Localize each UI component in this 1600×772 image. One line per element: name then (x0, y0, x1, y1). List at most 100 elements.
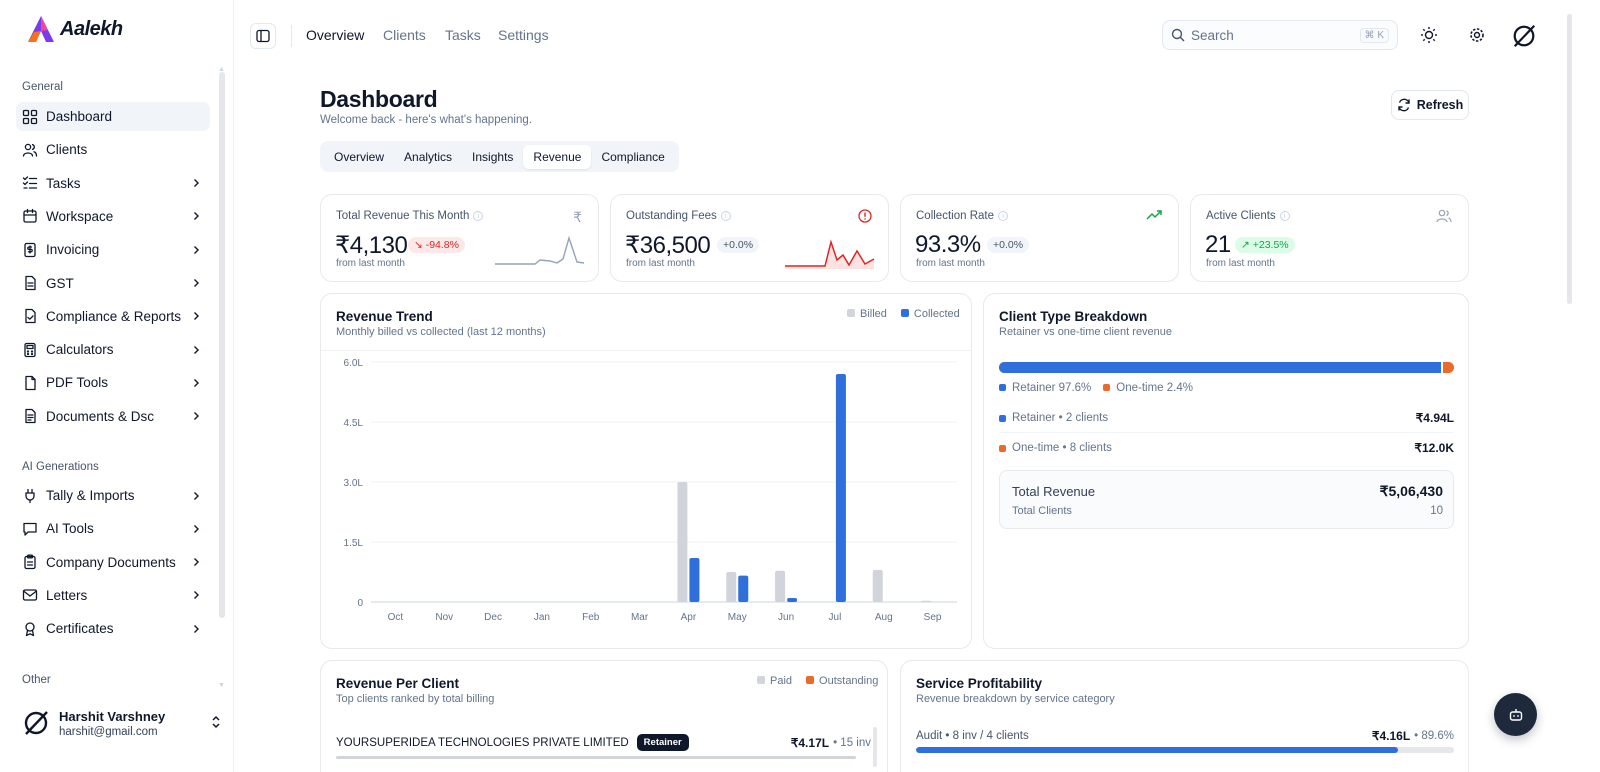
bar-billed-apr[interactable] (677, 482, 688, 602)
bar-collected-may[interactable] (738, 575, 749, 602)
bar-collected-apr[interactable] (689, 558, 700, 602)
sidebar-item-letters[interactable]: Letters (16, 581, 210, 610)
chevron-right-icon (188, 208, 204, 224)
chevron-right-icon (188, 621, 204, 637)
bar-billed-may[interactable] (726, 572, 737, 602)
user-menu[interactable]: Harshit Varshney harshit@gmail.com (22, 703, 222, 743)
sidebar-item-label: Workspace (46, 208, 114, 224)
users-icon (1436, 209, 1452, 226)
award-icon (22, 621, 38, 637)
avatar (22, 709, 50, 737)
gear-icon[interactable] (1466, 24, 1488, 46)
sidebar-item-tally-imports[interactable]: Tally & Imports (16, 481, 210, 510)
sidebar-item-invoicing[interactable]: Invoicing (16, 235, 210, 264)
service-progress-fill (916, 747, 1399, 753)
service-label: Audit • 8 inv / 4 clients (916, 730, 1029, 742)
sidebar-item-documents-dsc[interactable]: Documents & Dsc (16, 402, 210, 431)
list-scrollbar[interactable] (873, 727, 877, 767)
trending-up-icon (1146, 209, 1162, 224)
bar-billed-sep[interactable] (921, 600, 932, 602)
sidebar-item-gst[interactable]: GST (16, 269, 210, 298)
legend-retainer: Retainer 97.6% (999, 382, 1091, 394)
profile-avatar-icon[interactable] (1510, 22, 1538, 50)
info-icon[interactable]: i (997, 211, 1008, 221)
sidebar-item-compliance-reports[interactable]: Compliance & Reports (16, 302, 210, 331)
service-progress-bar (916, 747, 1454, 753)
chatbot-button[interactable] (1494, 693, 1537, 736)
topnav-overview[interactable]: Overview (306, 27, 365, 43)
search-placeholder: Search (1191, 27, 1234, 43)
service-percent: • 89.6% (1414, 730, 1454, 742)
card-subtitle: Revenue breakdown by service category (916, 693, 1115, 705)
calculator-icon (22, 342, 38, 358)
bar-billed-aug[interactable] (872, 570, 883, 602)
y-tick-label: 1.5L (344, 538, 364, 549)
section-other: Other (22, 674, 51, 686)
revenue-trend-card: Revenue Trend Monthly billed vs collecte… (320, 293, 972, 649)
file-text-icon (22, 408, 38, 424)
theme-toggle-sun-icon[interactable] (1418, 24, 1440, 46)
service-amount: ₹4.16L (1371, 729, 1411, 743)
legend-paid[interactable]: Paid (757, 675, 792, 687)
kpi-title: Outstanding Fees (626, 210, 717, 222)
total-revenue-value: ₹5,06,430 (1379, 483, 1443, 499)
sidebar-toggle-button[interactable] (250, 23, 276, 49)
tab-insights[interactable]: Insights (472, 149, 514, 164)
legend-outstanding[interactable]: Outstanding (806, 675, 878, 687)
kpi-card-outstanding-fees: Outstanding Fees i ₹36,500 +0.0% from las… (610, 194, 889, 282)
chart-legend: Billed Collected (847, 308, 960, 320)
service-profitability-card: Service Profitability Revenue breakdown … (900, 660, 1469, 772)
search-input[interactable]: Search ⌘ K (1162, 20, 1398, 50)
kpi-title: Active Clients (1206, 210, 1276, 222)
sidebar-item-label: Tally & Imports (46, 488, 135, 503)
file-check-icon (22, 308, 38, 324)
topnav-tasks[interactable]: Tasks (445, 27, 481, 43)
tab-revenue[interactable]: Revenue (523, 144, 592, 169)
refresh-button[interactable]: Refresh (1391, 90, 1469, 120)
bar-billed-jun[interactable] (775, 570, 786, 602)
tab-overview[interactable]: Overview (334, 149, 385, 164)
bot-icon (1509, 708, 1522, 721)
chevron-right-icon (188, 408, 204, 424)
page-scrollbar[interactable] (1562, 0, 1600, 772)
service-row[interactable]: Audit • 8 inv / 4 clients ₹4.16L • 89.6% (916, 729, 1454, 743)
tab-compliance[interactable]: Compliance (601, 149, 665, 164)
info-icon[interactable]: i (473, 211, 484, 221)
info-icon[interactable]: i (720, 211, 731, 221)
card-title: Client Type Breakdown (999, 309, 1148, 324)
x-tick-label: May (728, 612, 747, 623)
bar-collected-jun[interactable] (787, 598, 798, 602)
brand-logo[interactable]: Aalekh (26, 14, 123, 44)
sidebar-item-ai-tools[interactable]: AI Tools (16, 514, 210, 543)
topnav-settings[interactable]: Settings (498, 27, 549, 43)
sidebar-item-workspace[interactable]: Workspace (16, 202, 210, 231)
card-title: Revenue Trend (336, 309, 433, 324)
tab-analytics[interactable]: Analytics (404, 149, 453, 164)
sidebar-item-tasks[interactable]: Tasks (16, 169, 210, 198)
change-badge: +0.0% (717, 237, 760, 253)
legend-billed[interactable]: Billed (847, 308, 887, 320)
client-row[interactable]: YOURSUPERIDEA TECHNOLOGIES PRIVATE LIMIT… (336, 734, 871, 751)
topnav-clients[interactable]: Clients (383, 27, 426, 43)
sidebar-item-dashboard[interactable]: Dashboard (16, 102, 210, 131)
user-name: Harshit Varshney (59, 708, 166, 724)
sidebar-item-company-documents[interactable]: Company Documents (16, 548, 210, 577)
sidebar-item-label: GST (46, 275, 74, 291)
scroll-down-icon[interactable]: ▼ (218, 682, 225, 689)
sidebar-item-certificates[interactable]: Certificates (16, 614, 210, 643)
sidebar-item-calculators[interactable]: Calculators (16, 335, 210, 364)
sidebar-item-label: Certificates (46, 621, 114, 637)
info-icon[interactable]: i (1279, 211, 1290, 221)
y-tick-label: 0 (357, 598, 363, 609)
search-shortcut: ⌘ K (1359, 27, 1389, 43)
breakdown-row-retainer: Retainer • 2 clients ₹4.94L (999, 411, 1454, 425)
scroll-up-icon[interactable]: ▲ (218, 66, 225, 73)
card-title: Service Profitability (916, 676, 1043, 691)
legend-collected[interactable]: Collected (900, 308, 960, 320)
page-scrollbar-thumb[interactable] (1567, 14, 1572, 304)
sidebar-item-clients[interactable]: Clients (16, 135, 210, 164)
topbar: Overview Clients Tasks Settings Search ⌘… (235, 0, 1562, 70)
sidebar-scrollbar[interactable] (219, 72, 225, 618)
sidebar-item-pdf-tools[interactable]: PDF Tools (16, 368, 210, 397)
bar-collected-jul[interactable] (835, 374, 846, 602)
